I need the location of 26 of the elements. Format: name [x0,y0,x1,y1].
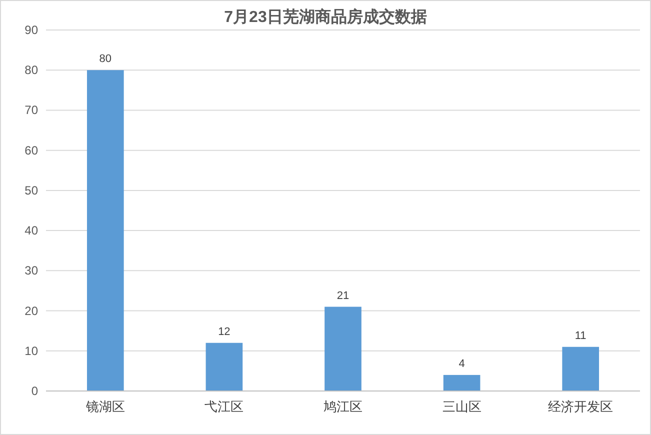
y-tick-label: 30 [24,264,38,278]
bar [562,346,600,391]
data-label: 21 [336,290,350,302]
y-tick-label: 70 [24,103,38,118]
y-tick-label: 0 [31,384,38,398]
data-label: 12 [218,326,230,338]
x-tick-label: 三山区 [442,399,482,414]
y-tick-label: 10 [24,344,38,358]
bar [443,374,480,391]
bar [206,342,243,391]
y-tick-label: 60 [24,143,38,158]
data-label: 80 [99,53,112,66]
x-tick-label: 弋江区 [204,399,244,414]
data-label: 4 [458,358,465,370]
bar [86,70,124,391]
y-tick-label: 90 [24,23,38,37]
x-tick-label: 经济开发区 [548,399,614,414]
data-label: 11 [574,330,586,342]
bar [324,306,362,391]
y-tick-label: 50 [24,183,38,198]
y-tick-label: 40 [24,224,38,238]
y-tick-label: 80 [24,63,38,78]
x-tick-label: 鸠江区 [324,399,362,414]
chart-title: 7月23日芜湖商品房成交数据 [224,7,427,26]
x-tick-label: 镜湖区 [84,399,125,414]
y-tick-label: 20 [24,304,38,318]
